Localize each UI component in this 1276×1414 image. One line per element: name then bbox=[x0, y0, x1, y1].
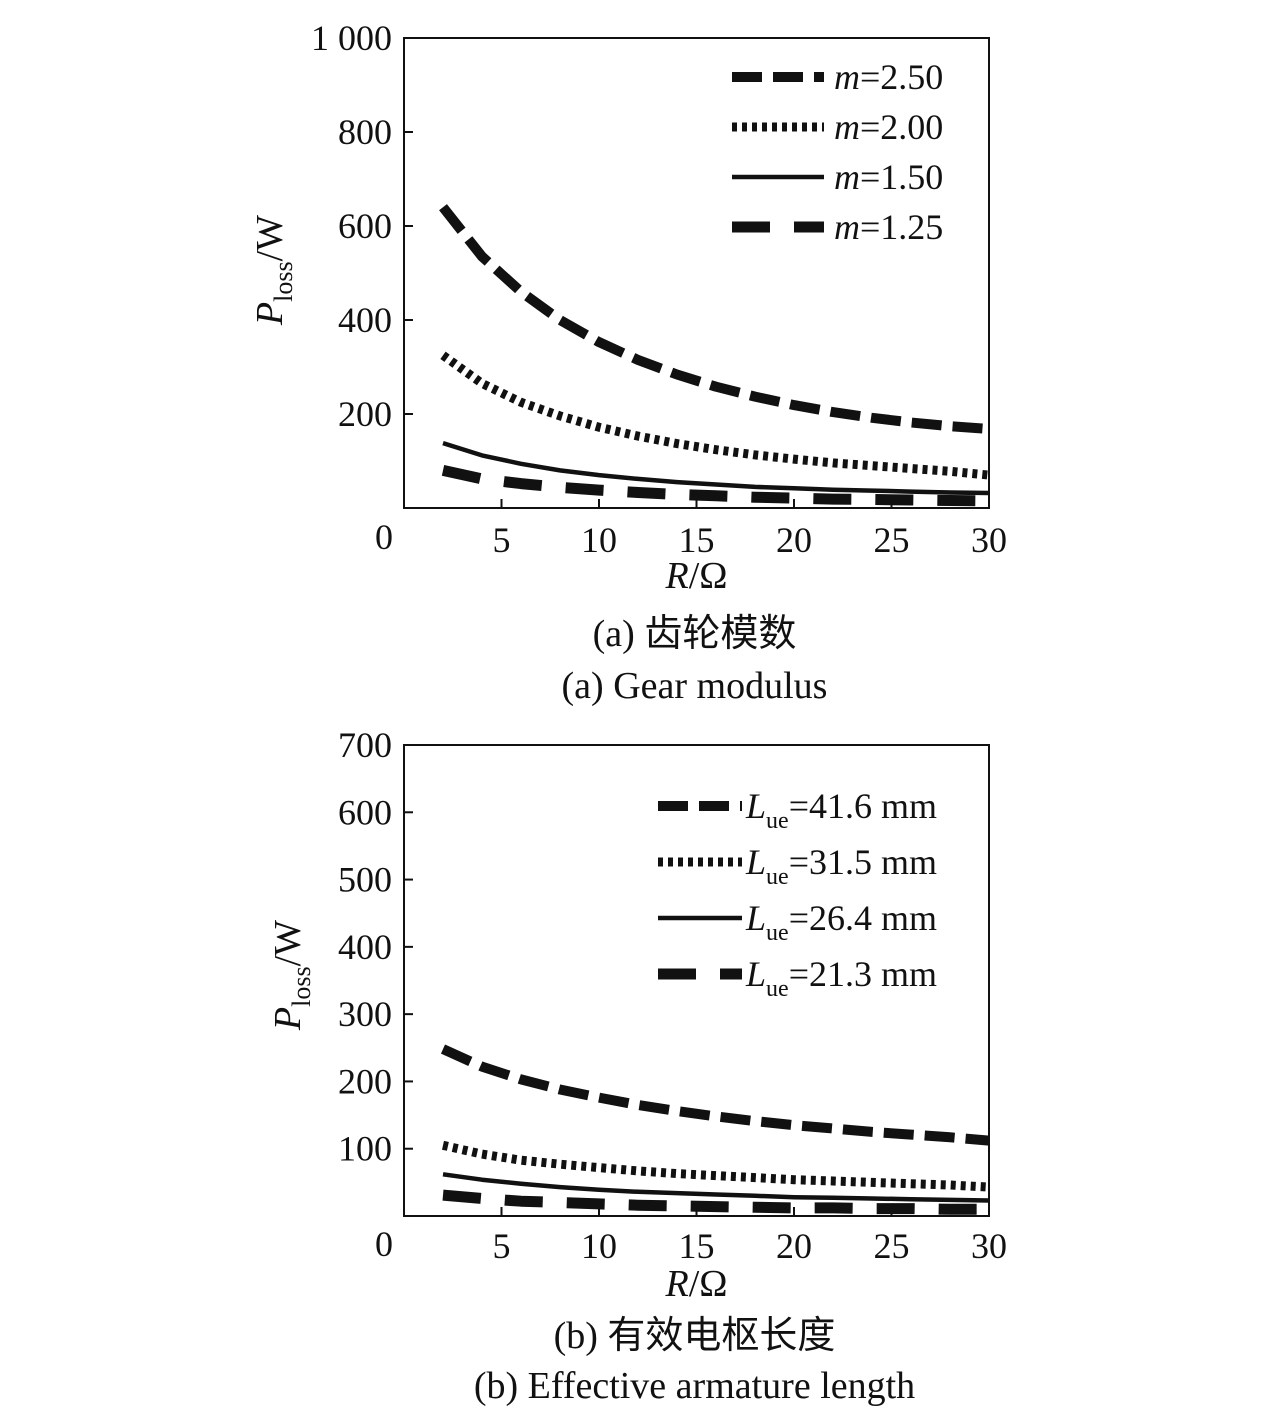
x-tick-label: 25 bbox=[874, 1226, 910, 1266]
legend-label: m=1.50 bbox=[834, 157, 943, 197]
y-tick-label: 600 bbox=[338, 792, 392, 832]
origin-label: 0 bbox=[375, 517, 393, 557]
x-tick-label: 20 bbox=[776, 1226, 812, 1266]
y-tick-label: 400 bbox=[338, 300, 392, 340]
series-line-dotted bbox=[442, 1140, 990, 1192]
x-tick-label: 20 bbox=[776, 520, 812, 560]
y-axis-label: Ploss/W bbox=[249, 215, 298, 326]
y-tick-label: 100 bbox=[338, 1129, 392, 1169]
y-tick-label: 200 bbox=[338, 394, 392, 434]
legend-label: Lue=26.4 mm bbox=[745, 898, 937, 946]
series-line-solid bbox=[442, 440, 990, 496]
x-tick-label: 30 bbox=[971, 520, 1007, 560]
caption-en: (b) Effective armature length bbox=[474, 1365, 915, 1407]
series-line-dashed-heavy bbox=[439, 204, 990, 434]
y-tick-label: 600 bbox=[338, 206, 392, 246]
x-tick-label: 30 bbox=[971, 1226, 1007, 1266]
y-tick-label: 400 bbox=[338, 927, 392, 967]
legend-label: Lue=41.6 mm bbox=[745, 786, 937, 834]
series-line-solid bbox=[442, 1172, 990, 1203]
y-tick-label: 200 bbox=[338, 1061, 392, 1101]
x-tick-label: 5 bbox=[493, 520, 511, 560]
series-line-dashed-long bbox=[442, 1189, 989, 1215]
x-tick-label: 10 bbox=[581, 1226, 617, 1266]
y-tick-label: 1 000 bbox=[311, 18, 392, 58]
origin-label: 0 bbox=[375, 1224, 393, 1264]
caption-cn: (a) 齿轮模数 bbox=[593, 613, 797, 655]
series-line-dashed-heavy bbox=[440, 1044, 990, 1146]
x-tick-label: 5 bbox=[493, 1226, 511, 1266]
y-axis-label: Ploss/W bbox=[267, 920, 316, 1031]
x-tick-label: 25 bbox=[874, 520, 910, 560]
caption-cn: (b) 有效电枢长度 bbox=[554, 1315, 836, 1357]
y-tick-label: 300 bbox=[338, 994, 392, 1034]
legend-label: m=1.25 bbox=[834, 207, 943, 247]
series-line-dashed-long bbox=[441, 465, 990, 507]
x-tick-label: 15 bbox=[679, 520, 715, 560]
series-line-dotted bbox=[440, 351, 990, 480]
legend-label: Lue=31.5 mm bbox=[745, 842, 937, 890]
x-tick-label: 10 bbox=[581, 520, 617, 560]
y-tick-label: 800 bbox=[338, 112, 392, 152]
y-tick-label: 700 bbox=[338, 725, 392, 765]
chart-a: 200 400 600 800 1 000 5 10 15 20 25 30 0 Ploss/W R/Ω m… bbox=[249, 18, 1007, 707]
legend-label: m=2.50 bbox=[834, 57, 943, 97]
legend-label: m=2.00 bbox=[834, 107, 943, 147]
x-tick-label: 15 bbox=[679, 1226, 715, 1266]
legend-label: Lue=21.3 mm bbox=[745, 954, 937, 1002]
y-tick-label: 500 bbox=[338, 860, 392, 900]
caption-en: (a) Gear modulus bbox=[562, 665, 828, 707]
x-axis-label: R/Ω bbox=[664, 1263, 727, 1305]
x-axis-label: R/Ω bbox=[664, 555, 727, 597]
